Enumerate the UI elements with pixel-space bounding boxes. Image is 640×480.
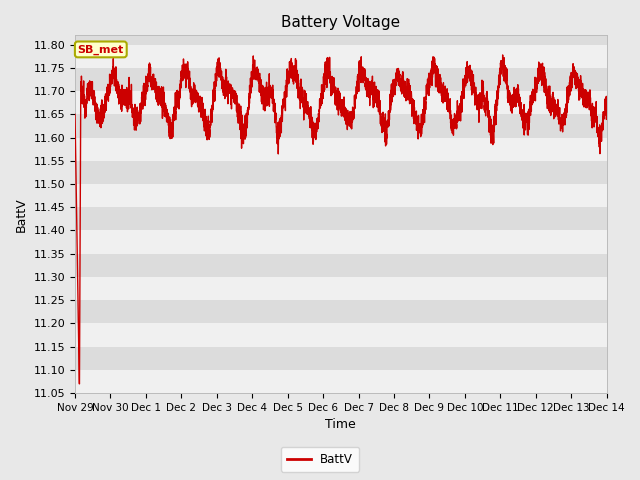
Bar	[75, 300, 607, 324]
X-axis label: Time: Time	[326, 419, 356, 432]
Legend: BattV: BattV	[281, 447, 359, 472]
Bar	[75, 114, 607, 138]
Bar	[75, 68, 607, 91]
Y-axis label: BattV: BattV	[15, 197, 28, 231]
Title: Battery Voltage: Battery Voltage	[282, 15, 401, 30]
Bar	[75, 91, 607, 114]
Bar	[75, 161, 607, 184]
Bar	[75, 207, 607, 230]
Bar	[75, 45, 607, 68]
Bar	[75, 230, 607, 254]
Bar	[75, 138, 607, 161]
Bar	[75, 277, 607, 300]
Bar	[75, 370, 607, 393]
Bar	[75, 347, 607, 370]
Bar	[75, 324, 607, 347]
Bar	[75, 184, 607, 207]
Text: SB_met: SB_met	[77, 44, 124, 55]
Bar	[75, 254, 607, 277]
